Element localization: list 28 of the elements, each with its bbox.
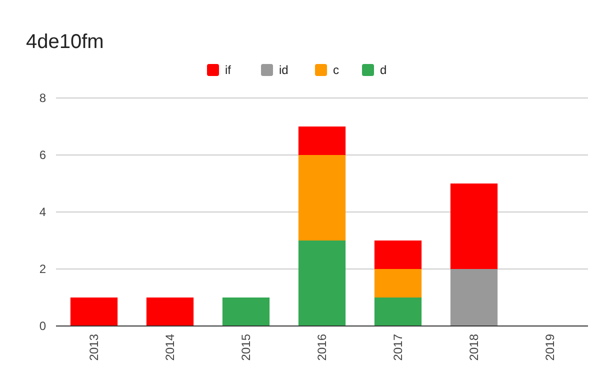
x-tick-label: 2017 (391, 334, 405, 361)
y-tick-label: 8 (39, 91, 46, 106)
bar (70, 298, 118, 326)
x-tick-label: 2018 (467, 334, 481, 361)
bar (450, 184, 498, 269)
legend-label: if (225, 63, 232, 78)
x-tick-label: 2019 (543, 334, 557, 361)
bar (374, 240, 422, 269)
chart-title: 4de10fm (26, 31, 104, 53)
bar (222, 298, 270, 326)
legend-label: d (380, 63, 387, 78)
y-tick-label: 6 (39, 148, 46, 162)
bar (374, 298, 422, 326)
legend-label: c (333, 63, 339, 78)
legend-label: id (279, 63, 288, 78)
y-tick-label: 0 (39, 319, 46, 334)
bar (450, 269, 498, 326)
bar (146, 298, 194, 326)
bar (298, 155, 346, 240)
bar (374, 269, 422, 298)
x-tick-label: 2014 (163, 334, 177, 361)
x-tick-label: 2016 (315, 334, 329, 361)
x-tick-label: 2015 (239, 334, 253, 361)
bar (298, 240, 346, 326)
x-tick-label: 2013 (87, 334, 101, 361)
y-tick-label: 2 (39, 262, 46, 276)
y-tick-label: 4 (39, 205, 46, 220)
bar (298, 126, 346, 155)
